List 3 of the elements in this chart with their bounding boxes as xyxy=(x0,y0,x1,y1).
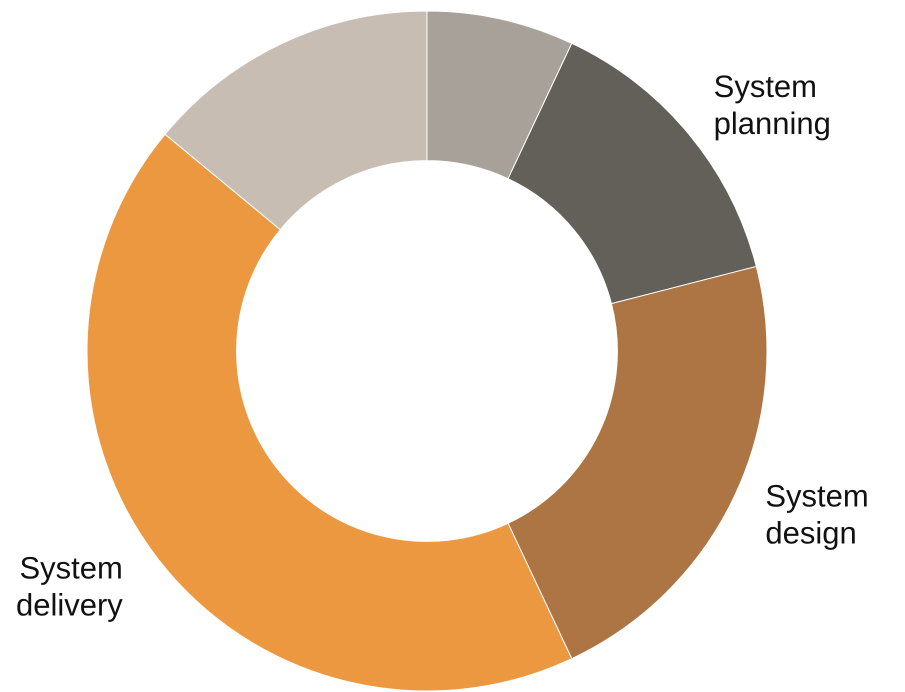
slice-label: System planning xyxy=(714,69,831,142)
slice-label: System delivery xyxy=(16,550,124,622)
slice-label: System design xyxy=(765,478,869,550)
